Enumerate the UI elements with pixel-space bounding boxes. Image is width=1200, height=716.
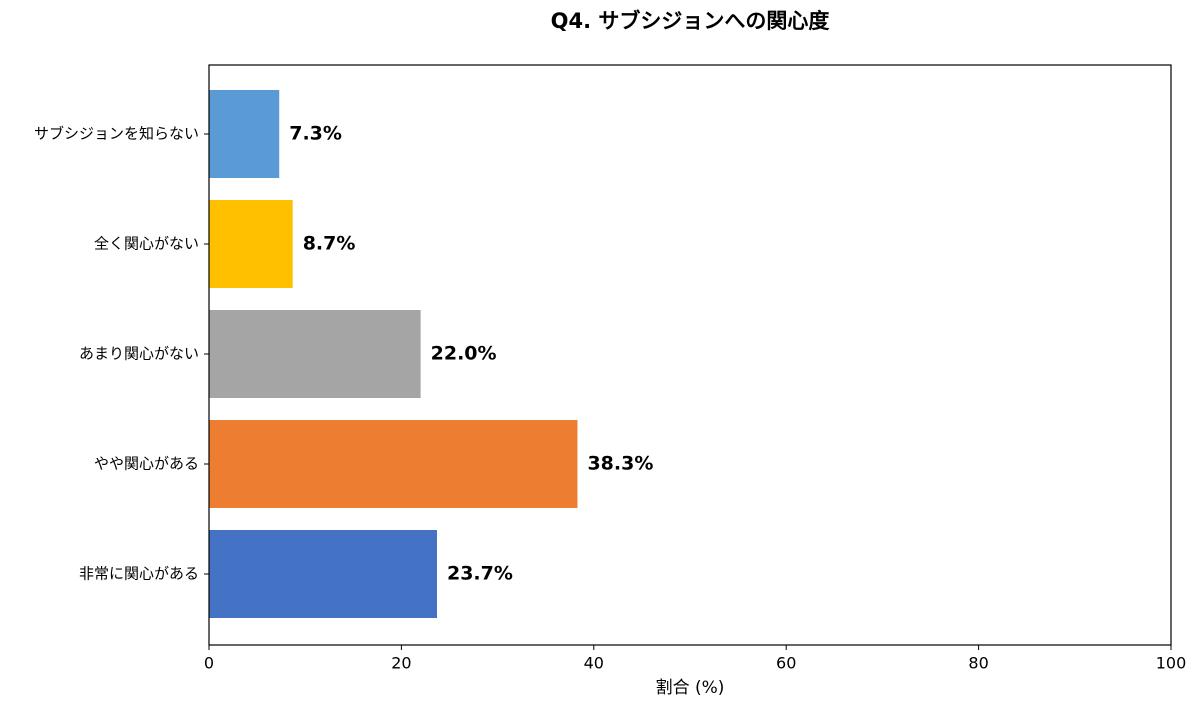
y-tick-label: サブシジョンを知らない — [34, 125, 199, 143]
bar — [209, 530, 437, 618]
x-tick-label: 40 — [584, 654, 604, 673]
value-label: 22.0% — [431, 343, 497, 365]
bar — [209, 90, 280, 178]
bar — [209, 200, 293, 288]
x-tick-label: 100 — [1156, 654, 1187, 673]
y-tick-label: 全く関心がない — [94, 235, 199, 253]
value-label: 8.7% — [303, 233, 356, 255]
x-tick-label: 0 — [204, 654, 214, 673]
x-axis-label: 割合 (%) — [656, 678, 725, 698]
y-tick-label: やや関心がある — [94, 455, 199, 473]
value-label: 38.3% — [587, 453, 653, 475]
bar — [209, 420, 578, 508]
value-label: 7.3% — [289, 123, 342, 145]
bar — [209, 310, 421, 398]
x-tick-label: 60 — [776, 654, 796, 673]
x-tick-label: 80 — [968, 654, 988, 673]
x-tick-label: 20 — [391, 654, 411, 673]
y-tick-label: 非常に関心がある — [79, 565, 199, 583]
chart-title: Q4. サブシジョンへの関心度 — [551, 9, 830, 33]
y-tick-label: あまり関心がない — [79, 345, 199, 363]
value-label: 23.7% — [447, 563, 513, 585]
plot-frame — [208, 64, 1172, 646]
